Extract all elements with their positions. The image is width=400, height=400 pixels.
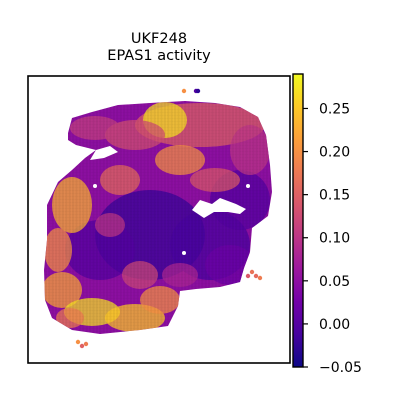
tissue-gap-spot: [182, 251, 186, 255]
colorbar-tick-label: 0.10: [319, 231, 350, 247]
stray-spot: [195, 88, 201, 94]
outlier-spots: [75, 88, 263, 349]
tissue-gap-spot: [246, 184, 250, 188]
colorbar-tick-label: 0.25: [319, 101, 350, 117]
colorbar-gradient: [292, 73, 304, 368]
colorbar-tick-label: 0.15: [319, 188, 350, 204]
stray-spot: [249, 269, 255, 275]
colorbar: 0.25 0.20 0.15 0.10 0.05 0.00 −0.05: [292, 73, 362, 376]
stray-spot: [257, 275, 263, 281]
stray-spot: [253, 273, 259, 279]
chart-title-line-2: EPAS1 activity: [107, 48, 211, 64]
chart-title-line-1: UKF248: [131, 31, 187, 47]
colorbar-tick-label: 0.05: [319, 274, 350, 290]
stray-spot: [181, 88, 187, 94]
stray-spot: [79, 343, 85, 349]
stray-spot: [245, 273, 251, 279]
colorbar-tick-label: −0.05: [319, 360, 362, 376]
colorbar-tick-label: 0.00: [319, 317, 350, 333]
tissue-notch: [90, 146, 118, 160]
colorbar-tick-label: 0.20: [319, 145, 350, 161]
stray-spot: [75, 339, 81, 345]
tissue-gap-spot: [93, 184, 97, 188]
stray-spot: [83, 341, 89, 347]
tissue-hole: [192, 198, 246, 218]
